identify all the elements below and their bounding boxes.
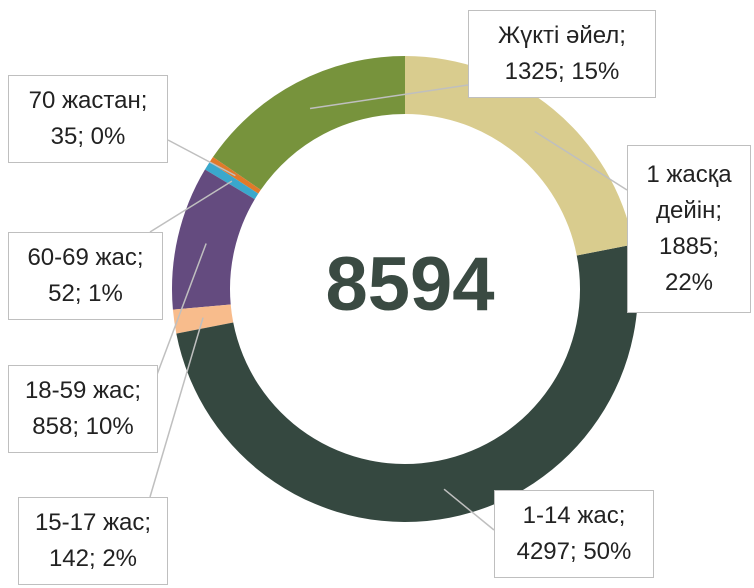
donut-slice xyxy=(405,56,634,256)
data-label: 1-14 жас; 4297; 50% xyxy=(494,490,654,578)
donut-slice xyxy=(204,161,259,200)
leader-line xyxy=(154,243,207,381)
center-total: 8594 xyxy=(325,242,494,327)
data-label: 18-59 жас; 858; 10% xyxy=(8,365,158,453)
data-label: 60-69 жас; 52; 1% xyxy=(8,232,163,320)
leader-line xyxy=(149,180,233,233)
leader-line xyxy=(534,130,628,191)
data-label: 70 жастан; 35; 0% xyxy=(8,75,168,163)
data-label: 1 жасқа дейін; 1885; 22% xyxy=(627,145,751,313)
donut-slice xyxy=(171,169,255,310)
data-label: Жүкті әйел; 1325; 15% xyxy=(468,10,656,98)
donut-slice xyxy=(212,56,405,190)
leader-line xyxy=(149,317,204,498)
data-label: 15-17 жас; 142; 2% xyxy=(18,497,168,585)
leader-line xyxy=(443,488,495,531)
donut-slice xyxy=(176,244,638,523)
leader-line xyxy=(309,84,469,110)
leader-line xyxy=(167,139,236,177)
